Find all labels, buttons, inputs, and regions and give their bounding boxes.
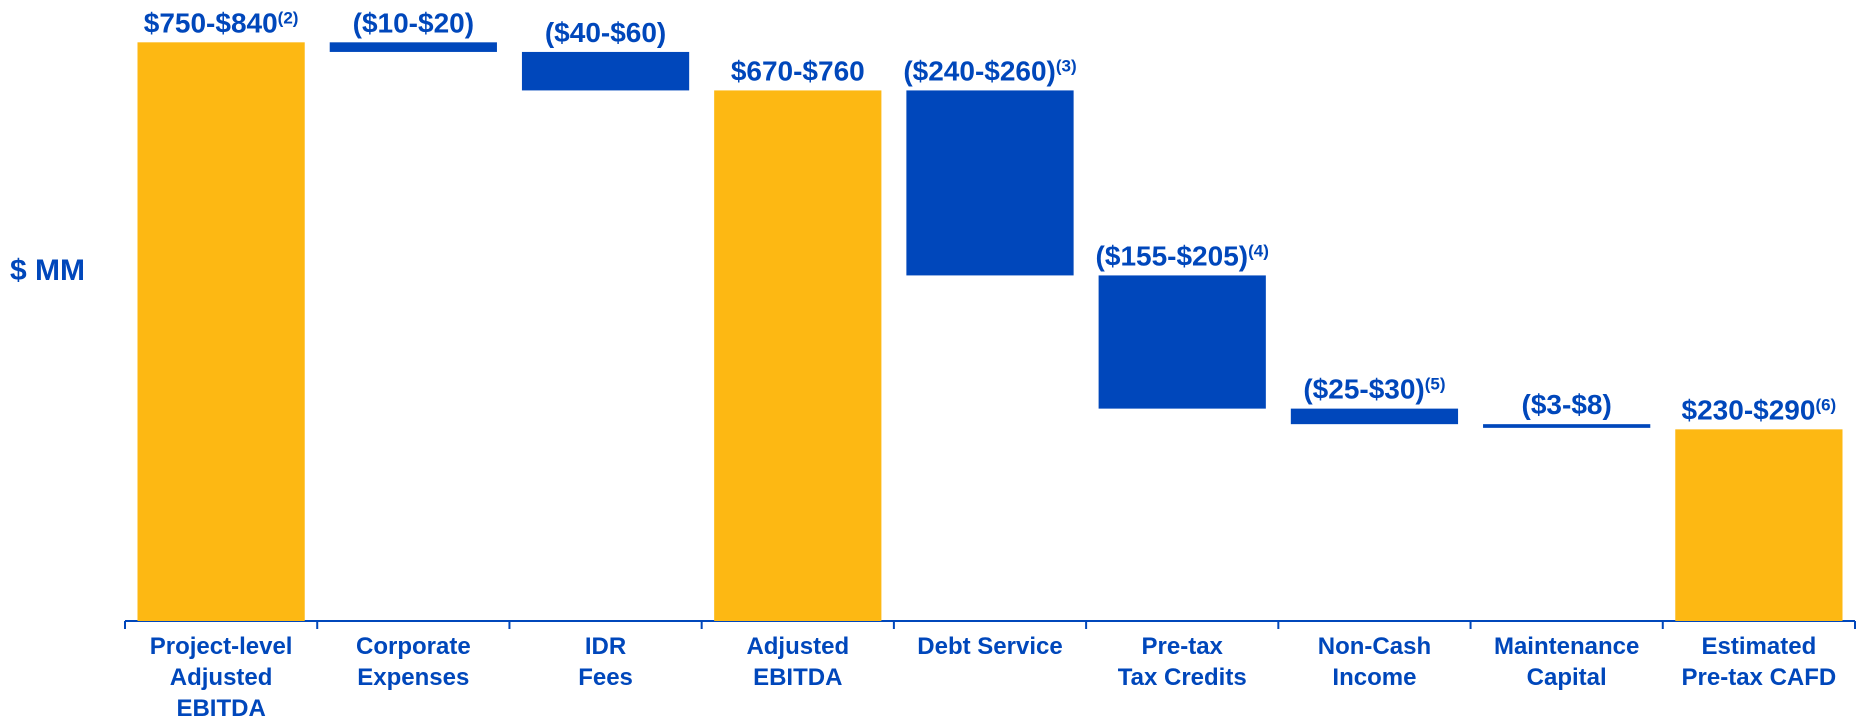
value-label-note: (4) <box>1248 241 1269 260</box>
x-tick-label: Debt Service <box>917 633 1062 660</box>
x-tick-label: IDR <box>585 633 626 660</box>
bar <box>714 90 882 622</box>
value-label-text: ($240-$260) <box>903 55 1056 86</box>
x-tick-label: Adjusted <box>746 633 849 660</box>
x-tick-label: Estimated <box>1702 633 1817 660</box>
bar <box>137 42 305 621</box>
value-label-note: (2) <box>278 8 299 27</box>
x-tick-label: Non-Cash <box>1318 633 1431 660</box>
value-label-note: (5) <box>1425 375 1446 394</box>
x-tick-label: Maintenance <box>1494 633 1639 660</box>
x-tick-label: EBITDA <box>176 695 265 722</box>
value-label-text: $750-$840 <box>144 7 278 38</box>
value-label-text: $670-$760 <box>731 55 865 86</box>
value-label-text: ($40-$60) <box>545 17 666 48</box>
x-tick-label: Fees <box>578 664 633 691</box>
bar <box>329 42 497 52</box>
value-label-text: $230-$290 <box>1682 394 1816 425</box>
x-tick-label: Pre-tax CAFD <box>1682 664 1837 691</box>
value-label-text: ($155-$205) <box>1096 240 1249 271</box>
bar <box>1675 429 1843 621</box>
value-label-note: (3) <box>1056 56 1077 75</box>
x-tick-label: Tax Credits <box>1118 664 1247 691</box>
value-label: $750-$840(2) <box>144 7 299 38</box>
x-tick-label: Adjusted <box>170 664 273 691</box>
x-tick-label: Corporate <box>356 633 471 660</box>
bar <box>1290 408 1459 425</box>
value-label-text: ($3-$8) <box>1522 389 1612 420</box>
value-label: ($10-$20) <box>353 7 474 38</box>
value-label-note: (6) <box>1815 395 1836 414</box>
bar <box>1098 275 1266 409</box>
x-tick-label: Pre-tax <box>1142 633 1224 660</box>
value-label-text: ($10-$20) <box>353 7 474 38</box>
bar <box>906 90 1074 276</box>
x-tick-label: EBITDA <box>753 664 842 691</box>
x-tick-label: Project-level <box>150 633 293 660</box>
value-label: ($240-$260)(3) <box>903 55 1076 86</box>
bar <box>521 51 690 91</box>
value-label: ($40-$60) <box>545 17 666 48</box>
value-label: $230-$290(6) <box>1682 394 1837 425</box>
value-label-text: ($25-$30) <box>1303 374 1424 405</box>
value-label: $670-$760 <box>731 55 865 86</box>
y-axis-label: $ MM <box>10 254 85 287</box>
x-tick-label: Capital <box>1527 664 1607 691</box>
value-label: ($155-$205)(4) <box>1096 240 1269 271</box>
bar <box>1483 424 1651 428</box>
x-tick-label: Expenses <box>357 664 469 691</box>
x-tick-label: Income <box>1332 664 1416 691</box>
value-label: ($3-$8) <box>1522 389 1612 420</box>
value-label: ($25-$30)(5) <box>1303 374 1445 405</box>
